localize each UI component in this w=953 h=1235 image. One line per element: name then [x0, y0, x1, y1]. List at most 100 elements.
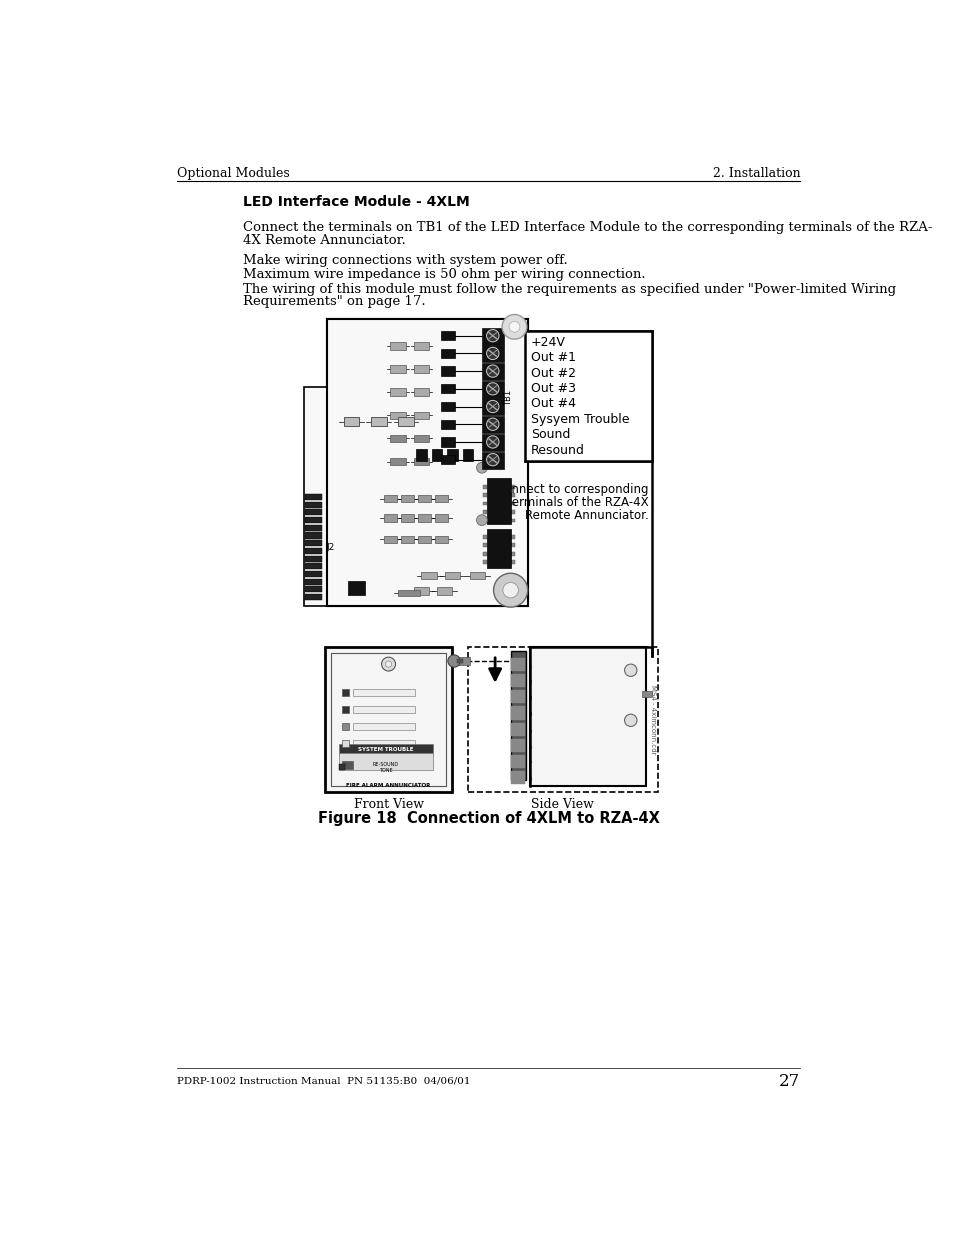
Text: 27: 27 — [779, 1073, 800, 1091]
Bar — [305, 579, 322, 585]
Circle shape — [486, 453, 498, 466]
Text: Single-gang: Single-gang — [542, 725, 618, 737]
Text: Sound: Sound — [530, 429, 570, 441]
Circle shape — [486, 366, 498, 377]
Bar — [447, 448, 457, 461]
Bar — [401, 495, 414, 503]
Text: Side View: Side View — [531, 798, 594, 810]
Bar — [414, 366, 429, 373]
Bar — [338, 753, 433, 771]
Bar — [414, 411, 429, 419]
Circle shape — [476, 515, 487, 526]
Bar — [338, 745, 433, 755]
Bar — [390, 342, 406, 350]
Bar — [421, 572, 436, 579]
Bar — [341, 722, 349, 730]
Text: TB1: TB1 — [503, 389, 513, 406]
Text: J2: J2 — [327, 542, 335, 552]
Bar — [440, 384, 455, 394]
Text: 8: 8 — [528, 777, 532, 782]
Bar — [440, 454, 455, 464]
Bar — [353, 722, 415, 730]
Bar — [327, 319, 528, 606]
Bar — [418, 495, 431, 503]
Bar — [384, 514, 396, 521]
Bar — [305, 548, 322, 555]
Bar — [353, 740, 415, 747]
Bar — [452, 657, 469, 664]
Bar — [510, 484, 515, 489]
Bar — [327, 319, 528, 606]
Bar — [414, 435, 429, 442]
Bar — [436, 587, 452, 595]
Bar — [348, 580, 365, 595]
Bar — [481, 363, 503, 380]
Bar — [414, 458, 429, 466]
Bar — [641, 692, 651, 698]
Bar — [401, 514, 414, 521]
Bar — [384, 495, 396, 503]
Text: Optional Modules: Optional Modules — [177, 167, 290, 180]
Circle shape — [501, 315, 526, 340]
Bar — [353, 689, 415, 697]
Text: Connect to corresponding: Connect to corresponding — [496, 483, 648, 496]
Circle shape — [486, 383, 498, 395]
Bar — [482, 552, 487, 556]
Bar — [510, 501, 515, 505]
Bar — [481, 433, 503, 451]
Text: Out #1: Out #1 — [530, 351, 576, 364]
Text: PDRP-1002 Instruction Manual  PN 51135:B0  04/06/01: PDRP-1002 Instruction Manual PN 51135:B0… — [177, 1077, 471, 1086]
Bar — [511, 690, 525, 704]
Bar — [305, 556, 322, 562]
Bar — [511, 706, 525, 720]
Text: 3: 3 — [528, 697, 532, 701]
Circle shape — [509, 321, 519, 332]
Bar — [416, 448, 427, 461]
Circle shape — [493, 573, 527, 608]
Text: LED Interface Module - 4XLM: LED Interface Module - 4XLM — [243, 195, 470, 209]
Bar — [482, 484, 487, 489]
Circle shape — [486, 330, 498, 342]
Text: Make wiring connections with system power off.: Make wiring connections with system powe… — [243, 253, 567, 267]
Text: Requirements" on page 17.: Requirements" on page 17. — [243, 295, 425, 309]
Text: Sysyem Trouble: Sysyem Trouble — [530, 412, 629, 426]
Bar — [305, 509, 322, 515]
Bar — [418, 514, 431, 521]
Text: The wiring of this module must follow the requirements as specified under "Power: The wiring of this module must follow th… — [243, 283, 896, 296]
Text: 4: 4 — [528, 713, 532, 718]
Bar — [481, 452, 503, 468]
Bar — [510, 535, 515, 538]
Bar — [305, 525, 322, 531]
Text: Connect the terminals on TB1 of the LED Interface Module to the corresponding te: Connect the terminals on TB1 of the LED … — [243, 221, 932, 235]
Text: Remote Annunciator.: Remote Annunciator. — [524, 509, 648, 522]
Bar — [435, 495, 447, 503]
Text: TONE: TONE — [378, 768, 393, 773]
Bar — [353, 705, 415, 714]
Bar — [401, 536, 414, 543]
Bar — [511, 771, 525, 784]
Bar — [481, 399, 503, 415]
Text: Figure 18  Connection of 4XLM to RZA-4X: Figure 18 Connection of 4XLM to RZA-4X — [317, 810, 659, 826]
Bar — [440, 437, 455, 447]
Bar — [440, 331, 455, 341]
Bar — [511, 674, 525, 687]
Bar — [303, 387, 327, 606]
Bar — [324, 647, 452, 792]
Text: 2. Installation: 2. Installation — [712, 167, 800, 180]
Bar — [414, 342, 429, 350]
Bar — [305, 594, 322, 600]
Bar — [305, 501, 322, 508]
Circle shape — [486, 419, 498, 431]
Bar — [305, 532, 322, 538]
Text: Maximum wire impedance is 50 ohm per wiring connection.: Maximum wire impedance is 50 ohm per wir… — [243, 268, 645, 280]
Circle shape — [486, 347, 498, 359]
Circle shape — [385, 661, 392, 667]
Bar — [341, 740, 349, 747]
Bar — [431, 448, 442, 461]
Circle shape — [447, 655, 459, 667]
Bar — [341, 705, 349, 714]
Bar — [397, 590, 419, 597]
Bar — [487, 530, 510, 568]
Bar — [305, 571, 322, 577]
Circle shape — [486, 400, 498, 412]
